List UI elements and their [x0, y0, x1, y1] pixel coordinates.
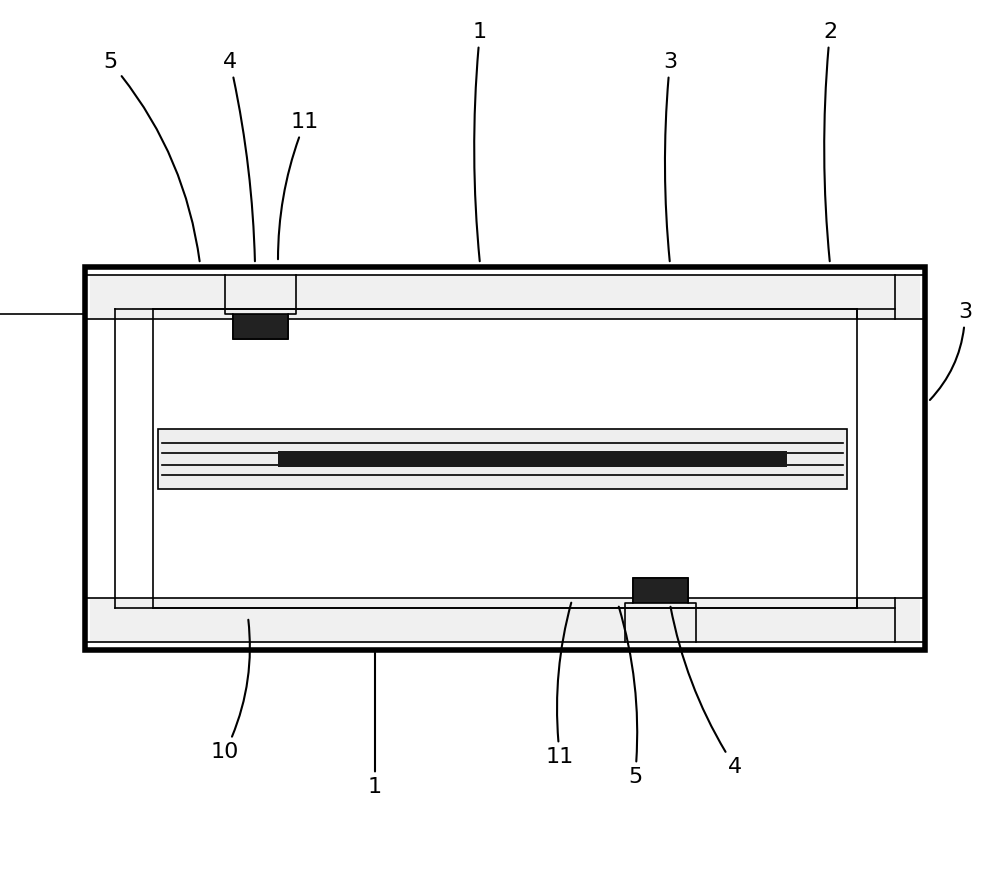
Text: 11: 11	[278, 112, 319, 259]
Text: 10: 10	[211, 620, 250, 762]
Text: 11: 11	[546, 602, 574, 767]
Text: 1: 1	[473, 22, 487, 261]
Bar	[633, 578, 688, 603]
Text: 4: 4	[223, 52, 255, 261]
Text: 5: 5	[103, 52, 200, 261]
Text: 5: 5	[619, 607, 642, 787]
Text: 4: 4	[671, 607, 742, 777]
Bar	[90, 275, 920, 319]
Text: 3: 3	[930, 302, 972, 400]
Text: 1: 1	[368, 653, 382, 797]
Bar	[232, 314, 288, 339]
Bar	[278, 451, 787, 467]
Bar	[85, 267, 925, 650]
Bar	[232, 314, 288, 339]
Text: 2: 2	[823, 22, 837, 261]
Bar	[633, 578, 688, 603]
Text: 3: 3	[663, 52, 677, 261]
Bar	[90, 598, 920, 642]
Bar	[158, 429, 847, 489]
